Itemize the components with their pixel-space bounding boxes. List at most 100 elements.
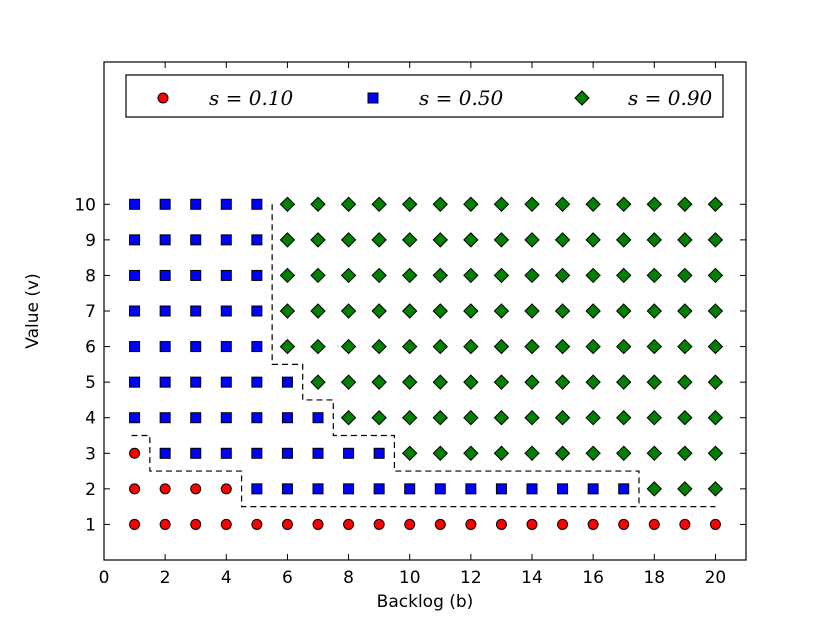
point-circle [281,518,293,530]
point-circle [434,518,446,530]
point-square [220,447,232,459]
legend: s = 0.10 s = 0.50 s = 0.90 [125,74,724,118]
point-square [129,341,141,353]
point-square [190,269,202,281]
point-diamond [432,232,448,248]
point-diamond [554,445,571,461]
point-square [220,341,232,353]
point-circle [129,483,141,495]
point-circle [159,483,171,495]
point-diamond [646,410,662,426]
point-diamond [371,196,387,212]
point-diamond [707,267,724,284]
point-diamond [493,303,510,319]
point-diamond [524,445,540,461]
point-square [159,376,171,388]
x-tick-label: 4 [221,568,232,588]
point-diamond [463,267,479,284]
point-diamond [616,267,632,284]
legend-label: s = 0.10 [209,86,294,110]
point-diamond [554,410,571,426]
point-square [404,483,416,495]
point-diamond [616,232,632,248]
point-diamond [585,445,601,461]
point-square [281,376,293,388]
point-circle [129,447,141,459]
point-square [190,447,202,459]
point-diamond [463,374,479,390]
point-diamond [677,232,693,248]
x-tick-label: 20 [705,568,727,588]
point-diamond [707,303,724,319]
point-diamond [340,410,357,426]
point-diamond [616,410,632,426]
point-diamond [493,410,510,426]
point-square [312,447,324,459]
point-square [220,269,232,281]
point-circle [312,518,324,530]
point-diamond [585,267,601,284]
point-diamond [463,410,479,426]
point-diamond [646,267,662,284]
point-diamond [646,303,662,319]
point-circle [465,518,477,530]
point-diamond [432,410,448,426]
point-square [190,234,202,246]
point-square [434,483,446,495]
point-diamond [310,196,326,212]
point-diamond [524,410,540,426]
point-diamond [402,338,418,355]
x-tick-label: 6 [282,568,293,588]
y-tick-label: 3 [85,444,96,464]
point-diamond [616,445,632,461]
point-diamond [493,196,510,212]
point-diamond [585,410,601,426]
point-square [190,198,202,210]
point-square [159,412,171,424]
point-square [251,483,263,495]
legend-marker-circle [157,92,169,104]
legend-marker-diamond [574,90,590,106]
point-diamond [279,267,296,284]
point-diamond [707,410,724,426]
point-diamond [463,232,479,248]
point-square [129,305,141,317]
point-circle [526,518,538,530]
point-circle [709,518,721,530]
point-diamond [463,445,479,461]
point-square [159,447,171,459]
point-circle [190,518,202,530]
point-diamond [371,338,387,355]
point-diamond [707,196,724,212]
point-diamond [646,338,662,355]
point-diamond [279,232,296,248]
point-square [159,234,171,246]
point-square [281,412,293,424]
point-square [190,305,202,317]
point-diamond [402,196,418,212]
point-circle [190,483,202,495]
legend-marker-square [367,92,379,104]
plot-area [103,61,747,561]
data-points [129,196,724,530]
point-diamond [493,267,510,284]
point-square [220,234,232,246]
point-diamond [340,338,357,355]
point-square [129,269,141,281]
point-square [495,483,507,495]
point-circle [220,518,232,530]
point-diamond [493,232,510,248]
point-square [129,376,141,388]
point-diamond [402,374,418,390]
point-diamond [646,232,662,248]
x-axis-label: Backlog (b) [377,592,474,612]
point-diamond [432,267,448,284]
point-square [343,483,355,495]
point-square [251,305,263,317]
y-tick-label: 1 [85,515,96,535]
x-tick-label: 8 [343,568,354,588]
x-tick-label: 14 [521,568,543,588]
point-diamond [646,481,662,497]
point-diamond [585,196,601,212]
point-diamond [493,445,510,461]
